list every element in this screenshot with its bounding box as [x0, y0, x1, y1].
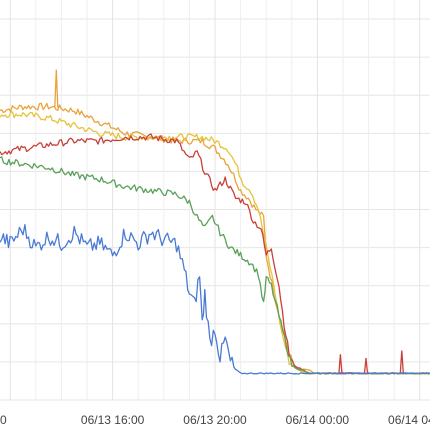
series-spike-2-2 — [399, 350, 404, 374]
series-spike-2-1 — [363, 358, 369, 374]
chart-series — [0, 69, 430, 375]
series-spike-0-0 — [54, 69, 59, 108]
x-tick-label: 0 — [0, 413, 7, 427]
x-tick-label: 06/13 16:00 — [81, 413, 145, 427]
x-tick-label: 06/14 00:00 — [286, 413, 350, 427]
series-line-4 — [0, 224, 430, 375]
x-tick-label: 06/13 20:00 — [183, 413, 247, 427]
chart-grid — [0, 0, 430, 401]
x-tick-label: 06/14 04:00 — [388, 413, 430, 427]
series-spike-2-0 — [338, 354, 343, 374]
x-axis-ticks: 0 06/13 16:00 06/13 20:00 06/14 00:00 06/14 … — [0, 413, 430, 427]
